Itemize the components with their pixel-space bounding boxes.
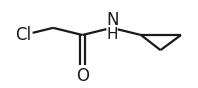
Text: O: O [76, 67, 89, 85]
Text: H: H [107, 27, 118, 42]
Text: Cl: Cl [15, 26, 31, 44]
Text: N: N [106, 11, 119, 29]
